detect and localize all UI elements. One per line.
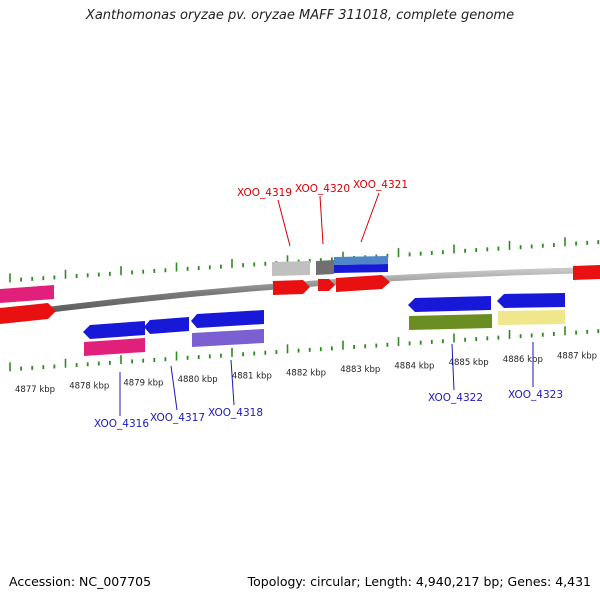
gene-label-xoo-4318[interactable]: XOO_4318	[208, 407, 263, 419]
gene-feature-xoo-4323-track[interactable]	[498, 310, 565, 325]
tick-row-lower	[9, 326, 600, 372]
gene-feature-xoo-4323[interactable]	[497, 293, 565, 308]
tick-label: 4878 kbp	[69, 382, 109, 392]
tick-label: 4882 kbp	[286, 368, 326, 378]
tick-label: 4885 kbp	[449, 358, 489, 368]
gene-label-xoo-4317[interactable]: XOO_4317	[150, 412, 205, 424]
gene-feature-xoo-4317[interactable]	[144, 317, 189, 334]
gene-label-xoo-4322[interactable]: XOO_4322	[428, 392, 483, 404]
tick-label: 4879 kbp	[123, 378, 163, 388]
gene-feature-xoo-4321-track[interactable]	[336, 275, 390, 292]
gene-feature-xoo-4321-blue[interactable]	[334, 264, 388, 273]
gene-feature-xoo-4321[interactable]	[334, 256, 388, 265]
gene-feature[interactable]	[0, 303, 56, 324]
topology-text: Topology: circular; Length: 4,940,217 bp…	[247, 574, 591, 589]
diagram-title: Xanthomonas oryzae pv. oryzae MAFF 31101…	[85, 8, 515, 23]
gene-labels-bottom: XOO_4316 XOO_4317 XOO_4318 XOO_4322 XOO_…	[94, 389, 563, 430]
gene-leader-lines	[119, 192, 534, 416]
tick-labels: 4877 kbp 4878 kbp 4879 kbp 4880 kbp 4881 kbp…	[15, 351, 597, 395]
gene-label-xoo-4319[interactable]: XOO_4319	[237, 187, 292, 199]
gene-feature[interactable]	[573, 265, 600, 280]
gene-feature-xoo-4322-track[interactable]	[409, 314, 492, 330]
tick-label: 4884 kbp	[394, 362, 434, 372]
gene-features	[0, 256, 600, 356]
gene-label-xoo-4316[interactable]: XOO_4316	[94, 418, 149, 430]
tick-label: 4877 kbp	[15, 385, 55, 395]
gene-label-xoo-4323[interactable]: XOO_4323	[508, 389, 563, 401]
gene-feature-xoo-4319[interactable]	[272, 261, 310, 276]
gene-feature-xoo-4316[interactable]	[83, 321, 145, 339]
gene-labels-top: XOO_4319 XOO_4320 XOO_4321	[237, 179, 408, 199]
tick-label: 4887 kbp	[557, 351, 597, 361]
gene-feature[interactable]	[0, 285, 54, 303]
gene-feature-xoo-4318-track[interactable]	[192, 329, 264, 347]
tick-row-upper	[9, 237, 600, 283]
gene-feature-xoo-4318[interactable]	[191, 310, 264, 328]
gene-feature-xoo-4319-track[interactable]	[273, 280, 310, 295]
gene-feature-xoo-4320[interactable]	[316, 260, 334, 275]
gene-feature-xoo-4316-track[interactable]	[84, 338, 145, 356]
tick-label: 4881 kbp	[232, 372, 272, 382]
tick-label: 4886 kbp	[503, 355, 543, 365]
tick-label: 4880 kbp	[178, 375, 218, 385]
tick-label: 4883 kbp	[340, 365, 380, 375]
gene-feature-xoo-4320-track[interactable]	[318, 279, 335, 291]
gene-label-xoo-4321[interactable]: XOO_4321	[353, 179, 408, 191]
accession-text: Accession: NC_007705	[9, 574, 152, 589]
gene-feature-xoo-4322[interactable]	[408, 296, 491, 312]
gene-label-xoo-4320[interactable]: XOO_4320	[295, 183, 350, 195]
